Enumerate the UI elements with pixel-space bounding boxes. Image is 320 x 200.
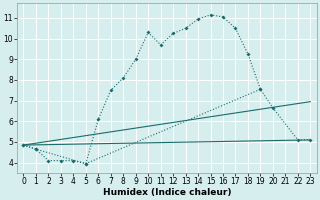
X-axis label: Humidex (Indice chaleur): Humidex (Indice chaleur)	[103, 188, 231, 197]
